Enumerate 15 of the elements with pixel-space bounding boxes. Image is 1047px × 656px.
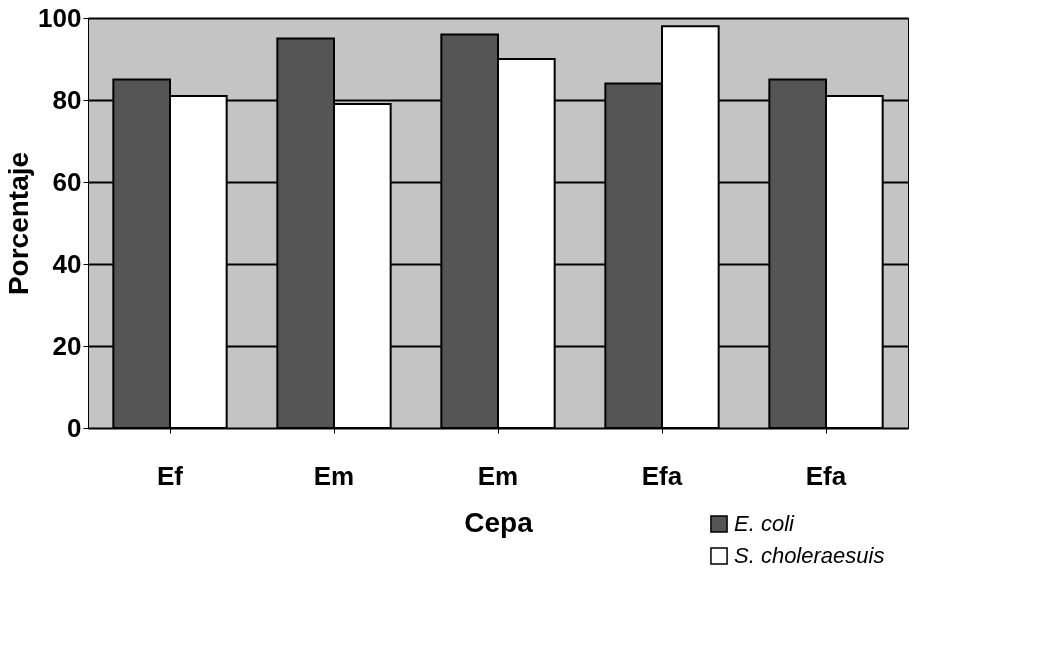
x-tick-label: Em <box>477 460 519 491</box>
legend-label: E. coli <box>734 511 796 536</box>
y-tick-label: 60 <box>52 166 82 197</box>
y-tick-label: 100 <box>38 2 82 33</box>
y-tick-label: 0 <box>67 412 82 443</box>
x-tick-label: Em <box>313 460 355 491</box>
y-axis-title: Porcentaje <box>3 151 35 296</box>
x-axis-title: Cepa <box>464 506 534 538</box>
x-tick-label: Efa <box>805 460 847 491</box>
x-tick-label: Ef <box>157 460 184 491</box>
y-tick-label: 20 <box>52 330 82 361</box>
y-tick-label: 40 <box>52 248 82 279</box>
x-tick-label: Efa <box>641 460 683 491</box>
legend-label: S. choleraesuis <box>734 543 885 568</box>
y-tick-label: 80 <box>52 84 82 115</box>
